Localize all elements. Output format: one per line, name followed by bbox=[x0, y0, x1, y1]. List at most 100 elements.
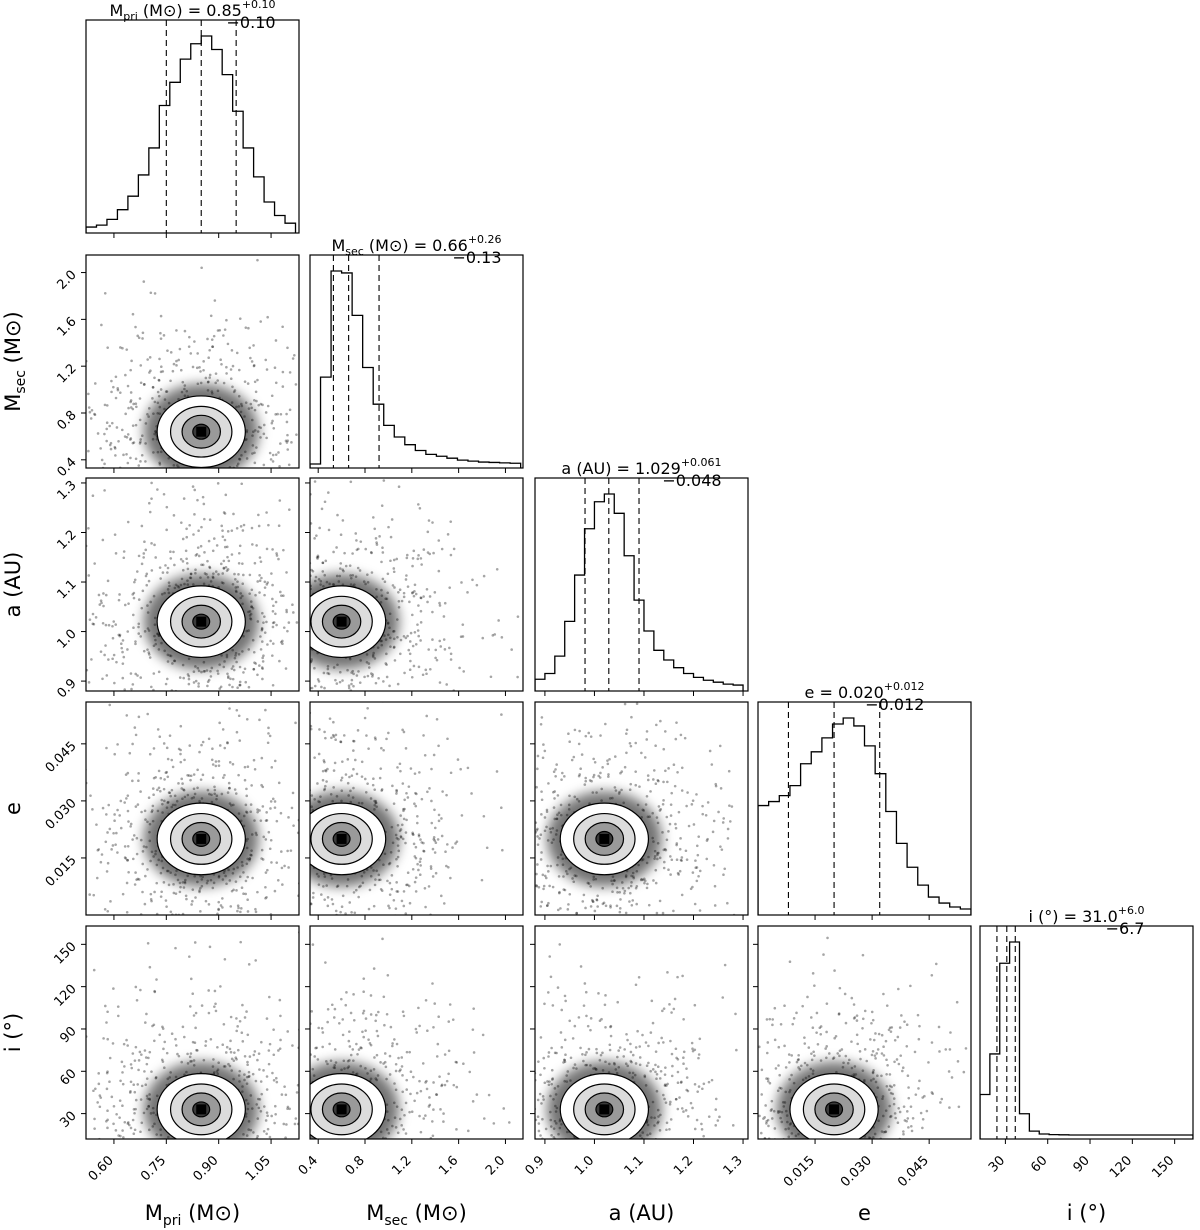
sample-point bbox=[635, 902, 638, 906]
sample-point bbox=[609, 916, 612, 919]
sample-point bbox=[268, 734, 272, 738]
sample-point bbox=[191, 743, 194, 746]
sample-point bbox=[317, 680, 321, 683]
sample-point bbox=[390, 518, 394, 521]
sample-point bbox=[104, 840, 108, 844]
sample-point bbox=[269, 800, 273, 803]
panel-mpri-a: 0.91.01.11.21.3 bbox=[54, 477, 302, 701]
sample-point bbox=[177, 1148, 180, 1151]
sample-point bbox=[400, 899, 404, 903]
sample-point bbox=[19, 1064, 22, 1067]
sample-point bbox=[148, 510, 152, 514]
sample-point bbox=[148, 371, 151, 374]
sample-point bbox=[271, 548, 274, 551]
sample-point bbox=[304, 639, 307, 642]
panel-content bbox=[35, 702, 299, 915]
sample-point bbox=[208, 785, 211, 788]
sample-point bbox=[129, 437, 133, 440]
sample-point bbox=[583, 783, 587, 786]
sample-point bbox=[35, 734, 38, 737]
sample-point bbox=[181, 1025, 185, 1029]
sample-point bbox=[474, 858, 477, 861]
sample-point bbox=[459, 635, 463, 639]
sample-point bbox=[237, 470, 240, 473]
sample-point bbox=[88, 618, 92, 621]
sample-point bbox=[261, 805, 265, 808]
sample-point bbox=[654, 868, 658, 872]
sample-point bbox=[723, 867, 727, 871]
sample-point bbox=[238, 875, 242, 879]
sample-point bbox=[111, 657, 114, 661]
sample-point bbox=[227, 474, 230, 477]
sample-point bbox=[173, 1143, 176, 1146]
sample-point bbox=[272, 426, 276, 430]
sample-point bbox=[197, 685, 200, 688]
sample-point bbox=[206, 1184, 209, 1187]
sample-point bbox=[701, 812, 705, 816]
sample-point bbox=[237, 573, 240, 576]
sample-point bbox=[276, 412, 279, 416]
sample-point bbox=[325, 506, 328, 509]
sample-point bbox=[266, 404, 270, 408]
sample-point bbox=[288, 1107, 291, 1111]
sample-point bbox=[393, 586, 396, 589]
sample-point bbox=[289, 894, 292, 897]
sample-point bbox=[290, 639, 293, 642]
sample-point bbox=[299, 568, 302, 571]
sample-point bbox=[258, 809, 261, 812]
sample-point bbox=[729, 820, 732, 823]
panel-mpri-mpri: Mpri (M⊙) = 0.85+0.10−0.10 bbox=[85, 0, 300, 238]
sample-point bbox=[204, 376, 208, 380]
sample-point bbox=[80, 381, 83, 384]
sample-point bbox=[256, 1134, 259, 1138]
sample-point bbox=[339, 740, 342, 744]
sample-point bbox=[691, 871, 695, 874]
sample-point bbox=[279, 1014, 282, 1018]
sample-point bbox=[354, 532, 358, 535]
sample-point bbox=[184, 1175, 187, 1178]
sample-point bbox=[304, 892, 307, 895]
sample-point bbox=[154, 556, 157, 559]
sample-point bbox=[293, 830, 296, 833]
sample-point bbox=[177, 1054, 181, 1058]
sample-point bbox=[106, 1118, 109, 1122]
sample-point bbox=[356, 729, 360, 732]
sample-point bbox=[274, 339, 278, 342]
sample-point bbox=[185, 527, 188, 531]
sample-point bbox=[539, 833, 543, 836]
sample-point bbox=[376, 735, 379, 738]
sample-point bbox=[726, 827, 730, 831]
sample-point bbox=[625, 732, 628, 735]
sample-point bbox=[139, 381, 143, 385]
sample-point bbox=[200, 563, 203, 567]
sample-point bbox=[143, 902, 147, 906]
sample-point bbox=[132, 1083, 136, 1087]
sample-point bbox=[189, 486, 192, 489]
sample-point bbox=[680, 859, 683, 862]
panel-frame bbox=[757, 701, 972, 916]
sample-point bbox=[300, 914, 303, 917]
sample-point bbox=[493, 872, 496, 875]
sample-point bbox=[608, 757, 611, 761]
sample-point bbox=[545, 808, 549, 812]
sample-point bbox=[342, 734, 346, 737]
sample-point bbox=[164, 390, 168, 393]
sample-point bbox=[255, 544, 258, 547]
sample-point bbox=[590, 898, 594, 902]
sample-point bbox=[471, 578, 474, 582]
sample-point bbox=[422, 595, 425, 598]
sample-point bbox=[704, 813, 708, 817]
sample-point bbox=[586, 926, 589, 929]
sample-point bbox=[404, 747, 408, 750]
sample-point bbox=[188, 523, 191, 527]
sample-point bbox=[248, 346, 251, 350]
sample-point bbox=[264, 643, 267, 646]
sample-point bbox=[426, 551, 430, 554]
sample-point bbox=[375, 541, 378, 544]
sample-point bbox=[665, 815, 669, 819]
sample-point bbox=[413, 583, 417, 587]
sample-point bbox=[414, 791, 417, 795]
sample-point bbox=[264, 819, 268, 822]
sample-point bbox=[359, 884, 362, 888]
sample-point bbox=[288, 586, 291, 589]
